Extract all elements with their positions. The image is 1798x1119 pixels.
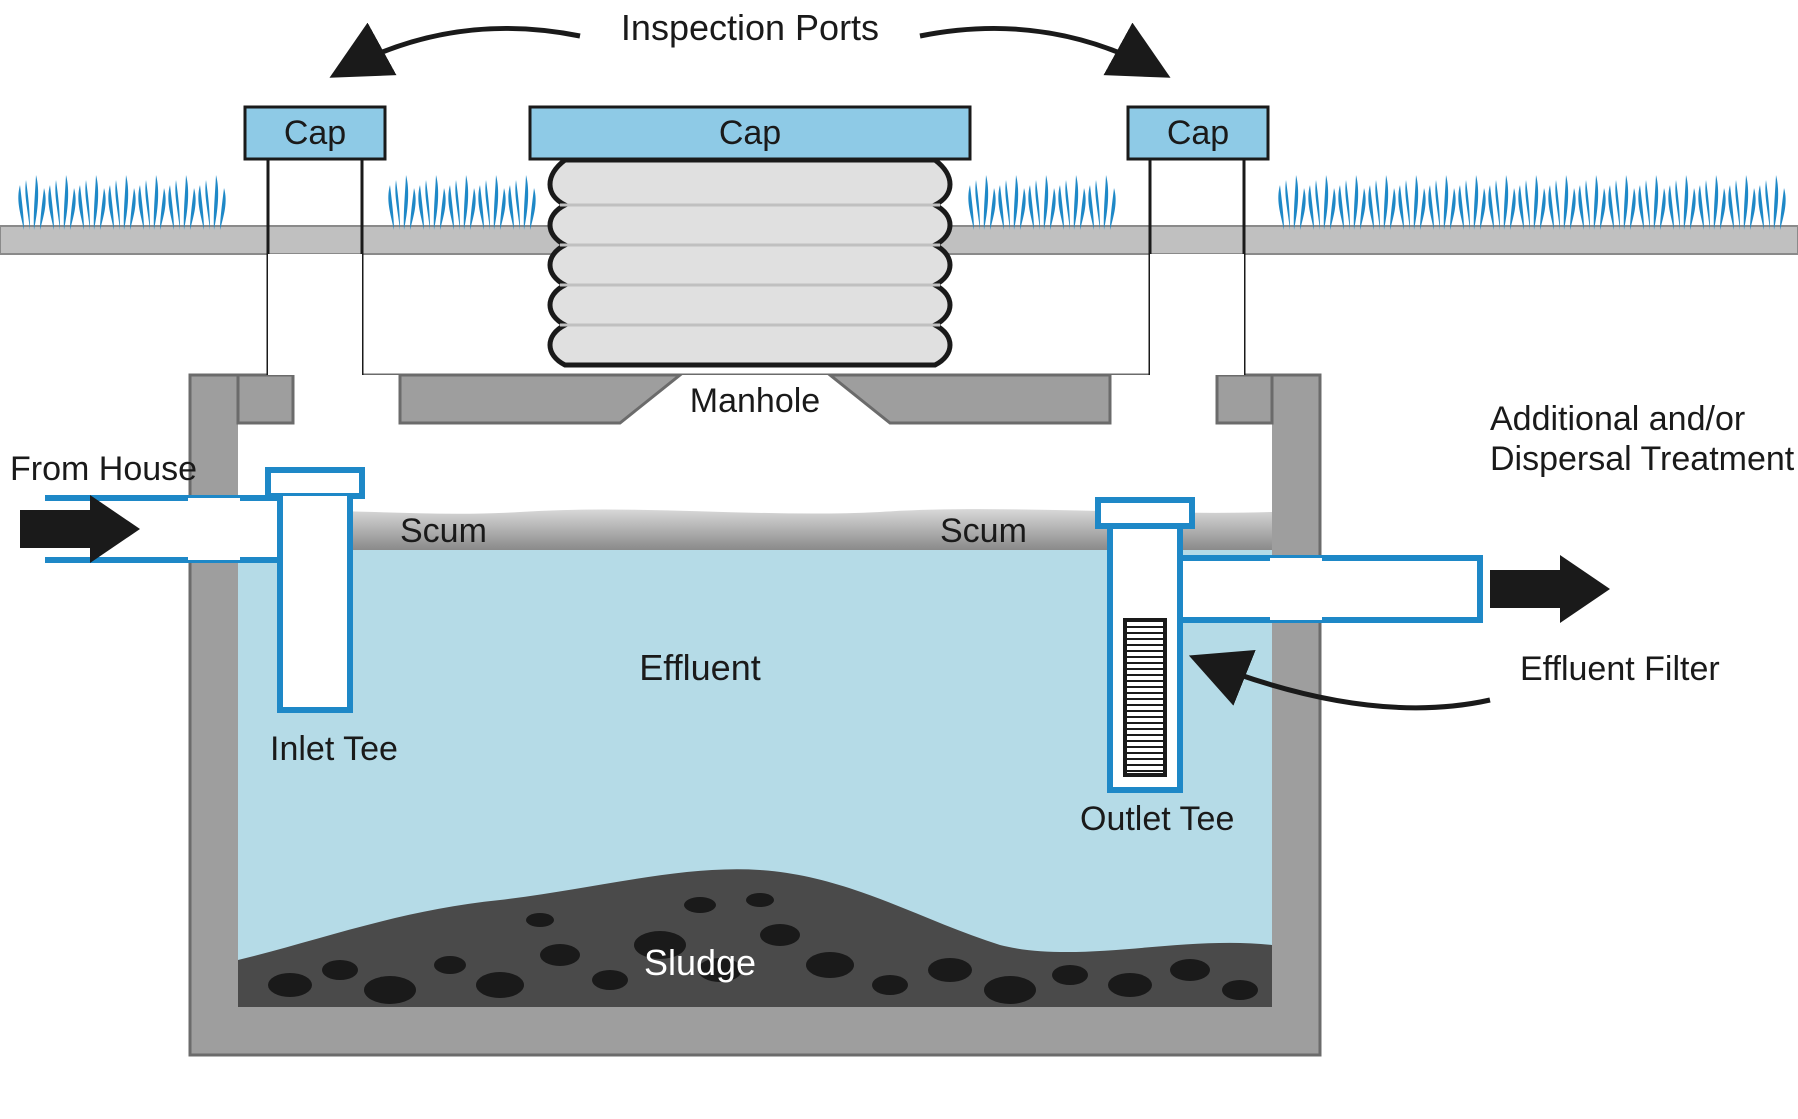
inspection-port-right [1150, 159, 1244, 375]
effluent-filter [1125, 620, 1165, 775]
inlet-tee-label: Inlet Tee [270, 730, 398, 768]
manhole-label: Manhole [690, 382, 820, 420]
from-house-label: From House [10, 450, 197, 488]
cap-left-label: Cap [284, 114, 346, 152]
outlet-tee-label: Outlet Tee [1080, 800, 1234, 838]
caps: Cap Cap Cap [245, 107, 1268, 159]
sludge-label: Sludge [644, 942, 756, 983]
inspection-port-left [268, 159, 362, 375]
effluent-label: Effluent [639, 647, 760, 688]
arrow-out-icon [1490, 555, 1610, 623]
effluent-filter-label: Effluent Filter [1520, 650, 1720, 688]
additional-label-1: Additional and/or [1490, 400, 1745, 438]
manhole-riser [550, 160, 950, 365]
cap-right-label: Cap [1167, 114, 1229, 152]
cap-center-label: Cap [719, 114, 781, 152]
inspection-ports-label: Inspection Ports [621, 7, 879, 48]
scum-label-right: Scum [940, 512, 1027, 550]
scum-label-left: Scum [400, 512, 487, 550]
additional-label-2: Dispersal Treatment [1490, 440, 1795, 478]
septic-tank-diagram: Cap Cap Cap [0, 0, 1798, 1119]
